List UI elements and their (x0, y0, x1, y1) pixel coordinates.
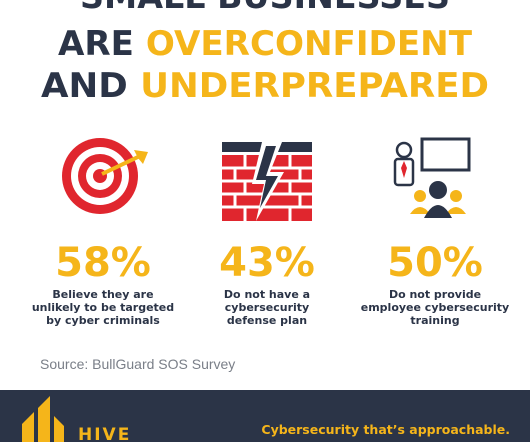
stat-description: defense plan (227, 314, 307, 327)
stat-value: 43% (219, 240, 315, 286)
title-word: AND (41, 66, 128, 106)
source: Source: BullGuard SOS Survey (40, 356, 235, 372)
stat-description: Do not have a (224, 288, 310, 301)
title-line: SMALL BUSINESSES (80, 0, 450, 17)
logo-text: HIVE (78, 425, 131, 442)
title-highlight: OVERCONFIDENT (146, 24, 473, 64)
stat-description: Do not provide (389, 288, 481, 301)
title-line: ARE OVERCONFIDENT (58, 24, 473, 64)
stat-description: by cyber criminals (46, 314, 160, 327)
target-icon (62, 138, 148, 214)
footer (0, 390, 530, 442)
logo-mark (22, 396, 64, 442)
stat-description: unlikely to be targeted (32, 301, 174, 314)
firewall-icon (222, 142, 312, 221)
training-icon (393, 137, 471, 218)
stat-description: cybersecurity (225, 301, 309, 314)
title-word: ARE (58, 24, 134, 64)
title-line: AND UNDERPREPARED (41, 66, 489, 106)
stat-description: Believe they are (52, 288, 153, 301)
stat-description: employee cybersecurity (361, 301, 509, 314)
stat-value: 50% (387, 240, 483, 286)
stat-description: training (410, 314, 459, 327)
stat-value: 58% (55, 240, 151, 286)
title-highlight: UNDERPREPARED (140, 66, 489, 106)
tagline: Cybersecurity that’s approachable. (261, 422, 510, 437)
